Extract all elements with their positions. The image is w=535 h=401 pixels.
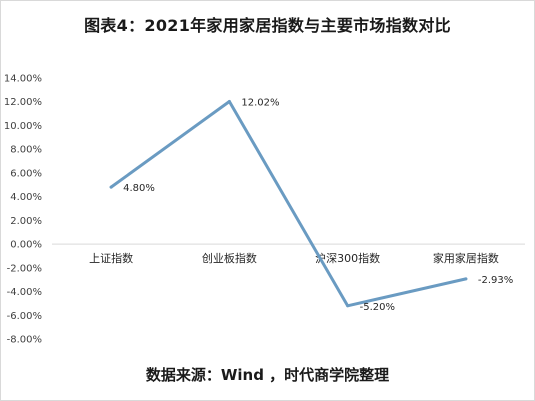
x-category-label: 沪深300指数 [315, 251, 380, 265]
x-category-label: 上证指数 [89, 251, 133, 265]
y-tick-label: 14.00% [4, 74, 42, 85]
data-point [109, 185, 113, 189]
data-label: 4.80% [123, 183, 155, 194]
data-label: -2.93% [478, 275, 513, 286]
x-category-label: 家用家居指数 [433, 251, 499, 265]
y-tick-label: 4.00% [10, 192, 42, 203]
data-point [346, 304, 350, 308]
y-tick-label: 2.00% [10, 216, 42, 227]
chart-source-note: 数据来源：Wind ，时代商学院整理 [145, 366, 390, 384]
y-tick-label: 10.00% [4, 121, 42, 132]
y-tick-label: -4.00% [7, 287, 42, 298]
y-tick-label: -8.00% [7, 335, 42, 346]
y-tick-label: 12.00% [4, 97, 42, 108]
y-tick-label: 0.00% [10, 240, 42, 251]
y-tick-label: -2.00% [7, 263, 42, 274]
data-point [227, 99, 231, 103]
data-label: -5.20% [360, 302, 395, 313]
data-point [464, 277, 468, 281]
y-tick-label: 8.00% [10, 145, 42, 156]
chart-title: 图表4：2021年家用家居指数与主要市场指数对比 [84, 16, 451, 35]
y-tick-label: 6.00% [10, 168, 42, 179]
data-label: 12.02% [241, 97, 279, 108]
x-category-label: 创业板指数 [202, 251, 257, 265]
series-line [109, 99, 468, 308]
y-tick-label: -6.00% [7, 311, 42, 322]
